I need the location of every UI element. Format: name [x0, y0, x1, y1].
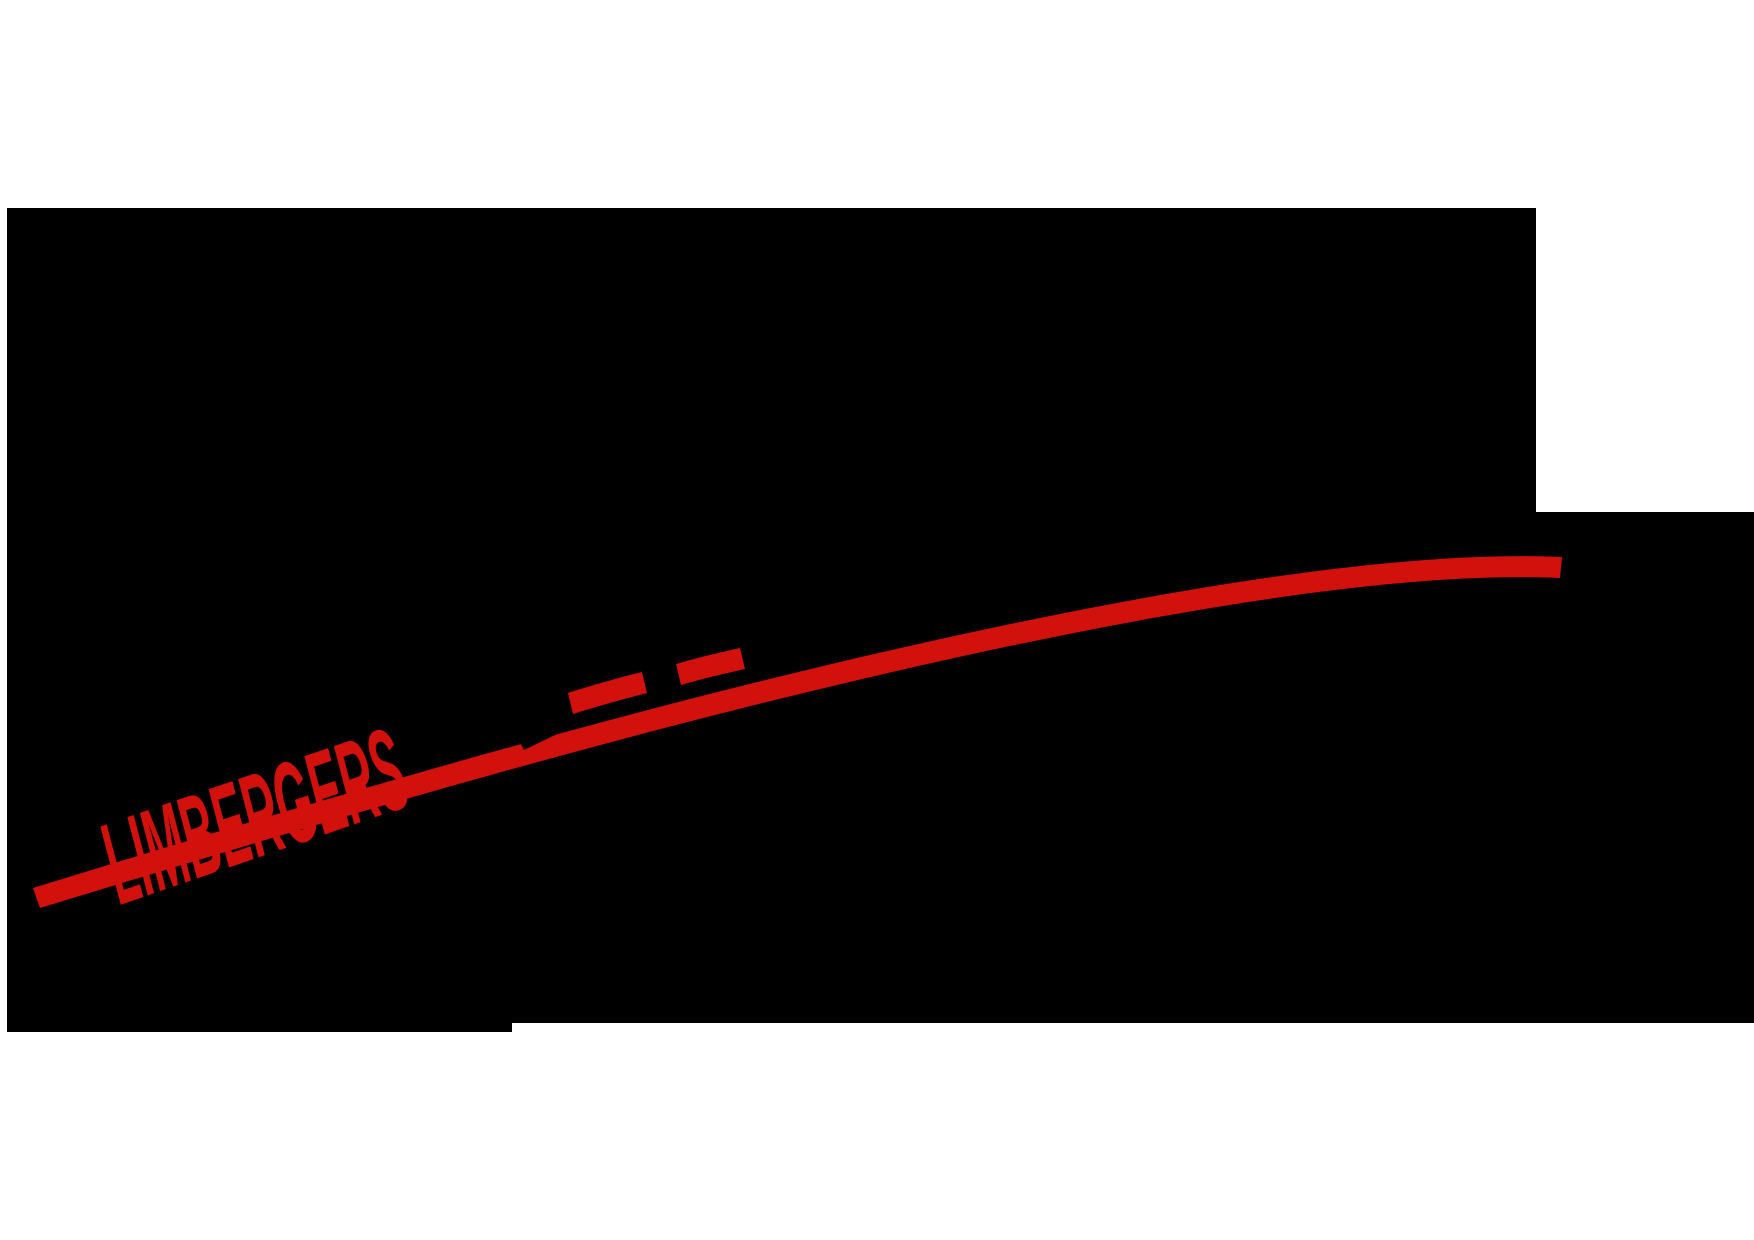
red-dash-2	[676, 648, 745, 685]
red-dashed-segments	[568, 648, 745, 714]
black-stepped-plate	[7, 208, 1754, 1032]
red-dash-1	[568, 672, 647, 714]
